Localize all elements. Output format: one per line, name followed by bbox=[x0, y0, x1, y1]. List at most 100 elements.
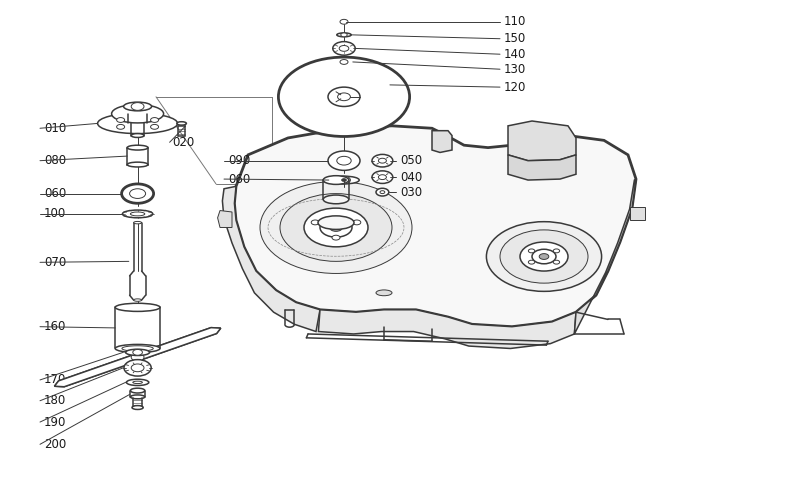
Polygon shape bbox=[222, 186, 320, 332]
Circle shape bbox=[330, 224, 342, 231]
Text: 130: 130 bbox=[504, 63, 526, 76]
Circle shape bbox=[260, 182, 412, 273]
Circle shape bbox=[340, 19, 348, 24]
Circle shape bbox=[320, 218, 352, 237]
Circle shape bbox=[520, 242, 568, 271]
Text: 160: 160 bbox=[44, 320, 66, 333]
Circle shape bbox=[133, 349, 142, 355]
Circle shape bbox=[122, 184, 154, 203]
Circle shape bbox=[124, 360, 151, 376]
Circle shape bbox=[332, 235, 340, 240]
Circle shape bbox=[500, 230, 588, 283]
Circle shape bbox=[150, 124, 158, 129]
Text: 060: 060 bbox=[228, 173, 250, 185]
Circle shape bbox=[528, 260, 534, 264]
Polygon shape bbox=[432, 131, 452, 152]
Ellipse shape bbox=[127, 145, 148, 150]
Text: 200: 200 bbox=[44, 438, 66, 451]
Polygon shape bbox=[318, 310, 576, 348]
Ellipse shape bbox=[123, 102, 152, 111]
Text: 060: 060 bbox=[44, 187, 66, 200]
Text: 180: 180 bbox=[44, 394, 66, 407]
Text: 050: 050 bbox=[400, 154, 422, 167]
Text: 040: 040 bbox=[400, 171, 422, 183]
Ellipse shape bbox=[329, 176, 359, 184]
Ellipse shape bbox=[115, 303, 160, 311]
Circle shape bbox=[328, 151, 360, 170]
Circle shape bbox=[117, 124, 125, 129]
Ellipse shape bbox=[122, 210, 153, 218]
Circle shape bbox=[131, 353, 144, 361]
Circle shape bbox=[554, 260, 560, 264]
Circle shape bbox=[280, 194, 392, 261]
Circle shape bbox=[333, 42, 355, 55]
Ellipse shape bbox=[337, 33, 351, 37]
Circle shape bbox=[340, 60, 348, 64]
Text: 120: 120 bbox=[504, 81, 526, 93]
Text: 090: 090 bbox=[228, 154, 250, 167]
Circle shape bbox=[353, 220, 361, 225]
Text: 080: 080 bbox=[44, 154, 66, 167]
Ellipse shape bbox=[318, 216, 354, 229]
Circle shape bbox=[131, 364, 144, 372]
Text: 010: 010 bbox=[44, 122, 66, 135]
Ellipse shape bbox=[98, 113, 178, 134]
Ellipse shape bbox=[111, 105, 163, 123]
Circle shape bbox=[486, 222, 602, 291]
Circle shape bbox=[378, 158, 386, 163]
Ellipse shape bbox=[127, 162, 148, 167]
Ellipse shape bbox=[376, 290, 392, 296]
Text: 170: 170 bbox=[44, 374, 66, 386]
Circle shape bbox=[150, 118, 158, 122]
Polygon shape bbox=[234, 126, 636, 327]
Text: 150: 150 bbox=[504, 32, 526, 45]
Ellipse shape bbox=[130, 388, 145, 393]
Ellipse shape bbox=[130, 395, 145, 399]
Circle shape bbox=[376, 188, 389, 196]
Text: 110: 110 bbox=[504, 15, 526, 28]
Ellipse shape bbox=[323, 195, 349, 204]
Ellipse shape bbox=[133, 381, 142, 383]
Circle shape bbox=[342, 179, 346, 182]
Circle shape bbox=[341, 33, 347, 37]
Text: 020: 020 bbox=[172, 136, 194, 149]
Circle shape bbox=[337, 156, 351, 165]
Ellipse shape bbox=[177, 121, 186, 125]
Circle shape bbox=[278, 57, 410, 136]
Ellipse shape bbox=[126, 349, 150, 355]
Text: 070: 070 bbox=[44, 256, 66, 269]
Circle shape bbox=[539, 254, 549, 259]
Circle shape bbox=[286, 62, 402, 132]
Text: 190: 190 bbox=[44, 416, 66, 428]
Circle shape bbox=[339, 45, 349, 51]
Circle shape bbox=[380, 191, 385, 194]
Circle shape bbox=[372, 154, 393, 167]
Ellipse shape bbox=[126, 379, 149, 385]
Text: 140: 140 bbox=[504, 48, 526, 60]
Circle shape bbox=[304, 208, 368, 247]
Circle shape bbox=[554, 249, 560, 253]
Ellipse shape bbox=[134, 222, 142, 224]
Polygon shape bbox=[508, 155, 576, 180]
Ellipse shape bbox=[131, 134, 144, 137]
Ellipse shape bbox=[130, 212, 145, 216]
Circle shape bbox=[131, 103, 144, 110]
Ellipse shape bbox=[134, 299, 142, 301]
Polygon shape bbox=[218, 211, 232, 227]
Circle shape bbox=[528, 249, 534, 253]
Circle shape bbox=[338, 176, 350, 184]
Circle shape bbox=[532, 249, 556, 264]
Circle shape bbox=[372, 171, 393, 183]
Polygon shape bbox=[508, 121, 576, 161]
Circle shape bbox=[117, 118, 125, 122]
Text: 100: 100 bbox=[44, 208, 66, 220]
Polygon shape bbox=[54, 328, 221, 387]
Circle shape bbox=[130, 189, 146, 198]
Ellipse shape bbox=[122, 346, 154, 351]
Ellipse shape bbox=[335, 60, 353, 64]
Circle shape bbox=[378, 175, 386, 180]
Circle shape bbox=[311, 220, 319, 225]
Circle shape bbox=[328, 87, 360, 106]
Polygon shape bbox=[574, 179, 636, 334]
Ellipse shape bbox=[323, 176, 349, 184]
